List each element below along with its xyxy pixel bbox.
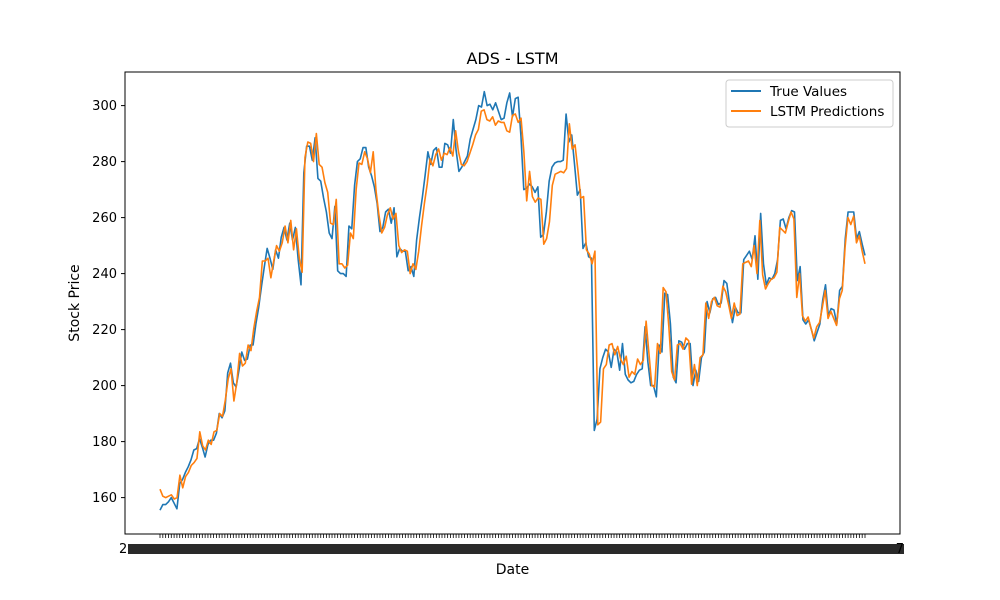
y-tick-label: 280	[92, 155, 117, 170]
legend-label-lstm-predictions: LSTM Predictions	[770, 104, 884, 120]
chart-title: ADS - LSTM	[466, 49, 558, 68]
y-tick-label: 220	[92, 323, 117, 338]
y-tick-label: 180	[92, 435, 117, 450]
y-axis-ticks: 160 180 200 220 240 260 280 300	[92, 99, 125, 506]
y-tick-label: 300	[92, 99, 117, 114]
legend: True Values LSTM Predictions	[725, 79, 894, 128]
y-tick-label: 260	[92, 211, 117, 226]
x-tick-label-left: 2	[119, 542, 127, 557]
series-line-lstm-predictions	[159, 109, 866, 500]
legend-label-true-values: True Values	[769, 84, 847, 100]
y-tick-label: 160	[92, 491, 117, 506]
series-group	[159, 90, 866, 511]
y-axis-label: Stock Price	[67, 264, 83, 341]
y-tick-label: 200	[92, 379, 117, 394]
y-tick-label: 240	[92, 267, 117, 282]
legend-box	[725, 79, 894, 128]
x-tick-labels-overlap	[128, 544, 904, 554]
x-axis-ticks	[128, 534, 904, 554]
plot-frame	[124, 71, 901, 535]
x-axis-label: Date	[496, 562, 529, 578]
x-tick-label-right: 7	[896, 542, 904, 557]
